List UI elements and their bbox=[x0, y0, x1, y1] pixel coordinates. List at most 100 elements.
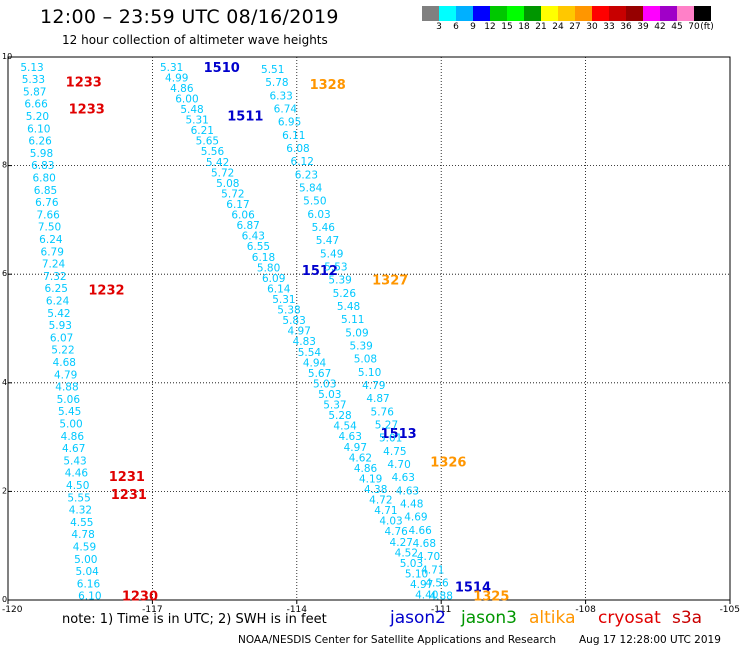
colorbar-tick-label: 27 bbox=[569, 22, 581, 32]
wave-height-value: 5.33 bbox=[22, 74, 45, 86]
wave-height-value: 4.88 bbox=[430, 591, 453, 603]
wave-height-value: 5.10 bbox=[405, 568, 428, 580]
wave-height-value: 4.76 bbox=[384, 526, 408, 538]
wave-height-value: 4.86 bbox=[354, 463, 378, 475]
colorbar-tick-label: 42 bbox=[654, 22, 666, 32]
colorbar-tick-label: 3 bbox=[436, 22, 442, 32]
wave-height-value: 5.31 bbox=[185, 115, 208, 127]
wave-height-value: 4.55 bbox=[70, 517, 93, 529]
wave-height-value: 6.55 bbox=[247, 241, 270, 253]
pass-time-label: 1230 bbox=[122, 590, 158, 605]
colorbar-tick-label: 6 bbox=[453, 22, 459, 32]
pass-time-label: 1231 bbox=[111, 488, 147, 503]
wave-height-value: 5.13 bbox=[20, 62, 43, 74]
wave-height-value: 4.71 bbox=[421, 564, 444, 576]
wave-height-value: 5.26 bbox=[333, 288, 357, 300]
wave-height-value: 4.03 bbox=[379, 516, 402, 528]
wave-height-value: 5.31 bbox=[272, 294, 295, 306]
wave-height-value: 4.19 bbox=[359, 473, 382, 485]
pass-time-label: 1512 bbox=[302, 264, 338, 279]
pass-time-label: 1326 bbox=[430, 456, 466, 471]
wave-height-value: 5.42 bbox=[47, 308, 70, 320]
satellite-legend-jason3: jason3 bbox=[461, 608, 517, 628]
wave-height-value: 4.59 bbox=[73, 541, 96, 553]
wave-height-value: 5.55 bbox=[67, 492, 90, 504]
wave-height-value: 6.25 bbox=[45, 283, 68, 295]
wave-height-value: 5.09 bbox=[345, 327, 368, 339]
credit-line: NOAA/NESDIS Center for Satellite Applica… bbox=[238, 634, 556, 646]
colorbar-tick-label: 36 bbox=[620, 22, 632, 32]
wave-height-value: 6.12 bbox=[291, 156, 314, 168]
wave-height-value: 5.39 bbox=[349, 340, 372, 352]
wave-height-value: 6.43 bbox=[242, 231, 265, 243]
wave-height-value: 5.83 bbox=[282, 315, 305, 327]
wave-height-value: 5.31 bbox=[160, 62, 183, 74]
colorbar-tick-label: 21 bbox=[535, 22, 547, 32]
wave-height-value: 6.87 bbox=[236, 220, 259, 232]
wave-height-value: 4.71 bbox=[374, 505, 397, 517]
wave-height-value: 5.27 bbox=[375, 419, 398, 431]
wave-height-value: 6.26 bbox=[28, 136, 52, 148]
wave-height-value: 5.39 bbox=[328, 275, 351, 287]
wave-height-value: 7.32 bbox=[43, 271, 66, 283]
wave-height-value: 7.50 bbox=[38, 222, 61, 234]
wave-height-value: 5.28 bbox=[328, 410, 351, 422]
plot-frame bbox=[7, 56, 731, 601]
wave-height-value: 6.11 bbox=[282, 130, 305, 142]
wave-height-value: 5.38 bbox=[277, 305, 300, 317]
wave-height-value: 4.97 bbox=[344, 442, 367, 454]
wave-height-value: 5.50 bbox=[303, 196, 326, 208]
wave-height-value: 4.79 bbox=[362, 380, 385, 392]
pass-time-label: 1231 bbox=[109, 470, 145, 485]
y-tick-label: 0 bbox=[2, 595, 7, 604]
colorbar-swatch bbox=[490, 6, 507, 21]
wave-height-value: 4.97 bbox=[288, 326, 311, 338]
colorbar-swatch bbox=[524, 6, 541, 21]
wave-height-value: 5.04 bbox=[75, 566, 99, 578]
colorbar-swatch bbox=[592, 6, 609, 21]
pass-time-label: 1232 bbox=[88, 283, 124, 298]
wave-height-value: 5.65 bbox=[196, 136, 219, 148]
x-tick-label: -108 bbox=[575, 605, 596, 615]
wave-height-value: 5.08 bbox=[354, 354, 377, 366]
wave-height-value: 6.83 bbox=[31, 160, 54, 172]
y-tick-label: 8 bbox=[2, 161, 7, 170]
wave-height-value: 4.52 bbox=[395, 547, 418, 559]
wave-height-value: 4.97 bbox=[410, 579, 433, 591]
y-tick-label: 2 bbox=[2, 486, 7, 495]
wave-height-value: 7.24 bbox=[42, 259, 66, 271]
pass-time-label: 1514 bbox=[455, 580, 491, 595]
wave-height-value: 5.43 bbox=[63, 455, 86, 467]
wave-height-value: 5.37 bbox=[323, 400, 346, 412]
wave-height-value: 5.48 bbox=[180, 104, 203, 116]
colorbar-swatch bbox=[507, 6, 524, 21]
wave-height-value: 4.38 bbox=[364, 484, 387, 496]
wave-height-value: 5.03 bbox=[318, 389, 341, 401]
wave-height-value: 5.10 bbox=[358, 367, 381, 379]
wave-height-value: 6.80 bbox=[32, 172, 55, 184]
wave-height-value: 4.86 bbox=[170, 83, 194, 95]
wave-height-value: 4.54 bbox=[333, 421, 357, 433]
wave-height-value: 6.09 bbox=[262, 273, 285, 285]
satellite-legend-altika: altika bbox=[529, 608, 576, 628]
wave-height-value: 6.66 bbox=[24, 99, 48, 111]
colorbar-tick-label: 24 bbox=[552, 22, 564, 32]
wave-height-value: 6.21 bbox=[191, 125, 214, 137]
wave-height-value: 6.79 bbox=[41, 246, 64, 258]
wave-height-value: 6.16 bbox=[77, 578, 101, 590]
colorbar-tick-label: 18 bbox=[518, 22, 530, 32]
colorbar-swatch bbox=[660, 6, 677, 21]
wave-height-value: 4.70 bbox=[417, 551, 440, 563]
pass-time-label: 1327 bbox=[372, 274, 408, 289]
wave-height-value: 6.18 bbox=[252, 252, 275, 264]
colorbar-swatch bbox=[422, 6, 439, 21]
wave-height-value: 5.72 bbox=[221, 188, 244, 200]
wave-height-value: 6.03 bbox=[307, 209, 330, 221]
satellite-legend-cryosat: cryosat bbox=[598, 608, 661, 628]
colorbar-swatch bbox=[558, 6, 575, 21]
satellite-legend-s3a: s3a bbox=[672, 608, 703, 628]
colorbar-swatch bbox=[575, 6, 592, 21]
wave-height-value: 4.86 bbox=[61, 431, 85, 443]
wave-height-value: 4.27 bbox=[390, 537, 413, 549]
x-tick-label: -111 bbox=[431, 605, 451, 615]
